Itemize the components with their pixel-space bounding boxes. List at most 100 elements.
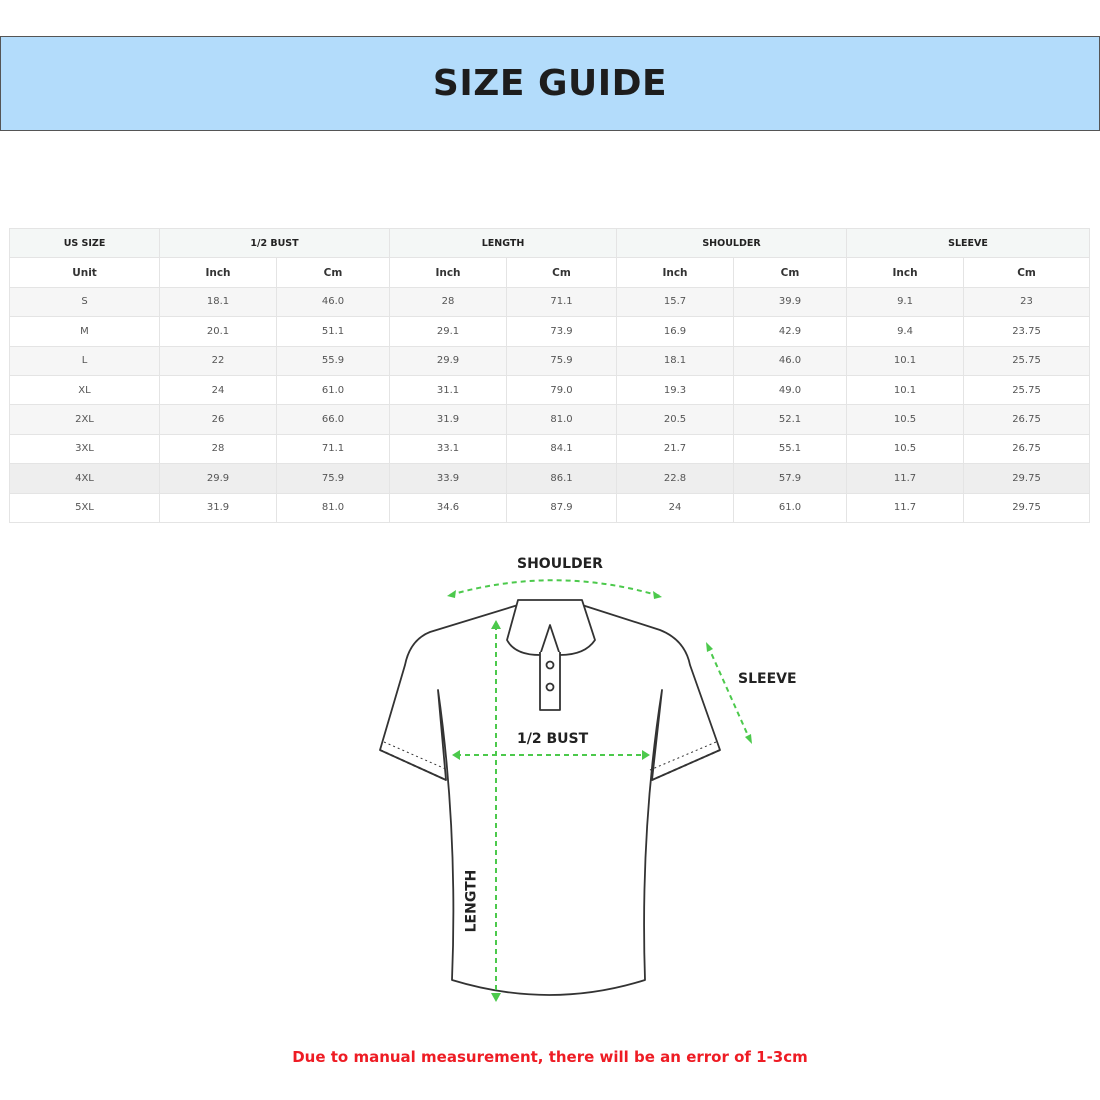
table-cell: 75.9 <box>276 463 390 494</box>
table-cell: 19.3 <box>616 374 734 406</box>
shirt-diagram <box>379 579 752 1002</box>
unit-header: Inch <box>159 257 277 288</box>
unit-header: Unit <box>9 257 160 288</box>
table-cell: 57.9 <box>732 463 848 494</box>
table-cell: 9.4 <box>846 316 965 347</box>
group-header: 1/2 BUST <box>159 227 390 259</box>
table-row: L 22 55.9 29.9 75.9 18.1 46.0 10.1 25.75 <box>9 345 1091 376</box>
table-row: 3XL 28 71.1 33.1 84.1 21.7 55.1 10.5 26.75 <box>9 433 1091 465</box>
table-cell: 29.1 <box>389 316 507 347</box>
table-cell: 29.9 <box>389 345 507 376</box>
table-cell: 31.9 <box>389 404 507 435</box>
table-cell: 39.9 <box>732 286 848 318</box>
table-cell: 29.9 <box>159 463 277 494</box>
unit-header: Cm <box>732 257 848 288</box>
table-cell: 26.75 <box>963 404 1091 435</box>
table-row: 4XL 29.9 75.9 33.9 86.1 22.8 57.9 11.7 29.75 <box>9 463 1091 494</box>
table-cell: 20.5 <box>616 404 734 435</box>
table-cell: 25.75 <box>963 374 1091 406</box>
group-header: SLEEVE <box>846 227 1091 259</box>
table-cell: 75.9 <box>506 345 617 376</box>
title-banner: SIZE GUIDE <box>0 36 1100 131</box>
table-cell: 5XL <box>9 492 160 523</box>
table-cell: 87.9 <box>506 492 617 523</box>
table-cell: 34.6 <box>389 492 507 523</box>
sleeve-label: SLEEVE <box>738 671 797 687</box>
table-cell: 81.0 <box>276 492 390 523</box>
group-header: SHOULDER <box>615 227 848 259</box>
table-cell: 86.1 <box>506 463 617 494</box>
table-cell: 10.5 <box>846 404 965 435</box>
table-cell: L <box>9 345 160 376</box>
table-cell: 23.75 <box>963 316 1091 347</box>
table-cell: 10.1 <box>846 345 965 376</box>
table-cell: XL <box>9 374 160 406</box>
size-table: US SIZE 1/2 BUST LENGTH SHOULDER SLEEVE Unit I… <box>9 227 1091 523</box>
table-row: 5XL 31.9 81.0 34.6 87.9 24 61.0 11.7 29.75 <box>9 492 1091 523</box>
unit-header: Inch <box>846 257 965 288</box>
table-row: 2XL 26 66.0 31.9 81.0 20.5 52.1 10.5 26.75 <box>9 404 1091 435</box>
measurement-note: Due to manual measurement, there will be… <box>292 1048 808 1066</box>
table-cell: 20.1 <box>159 316 277 347</box>
table-cell: 61.0 <box>732 492 848 523</box>
unit-header-row: Unit Inch Cm Inch Cm Inch Cm Inch Cm <box>9 257 1091 288</box>
table-cell: 3XL <box>9 433 160 465</box>
table-row: S 18.1 46.0 28 71.1 15.7 39.9 9.1 23 <box>9 286 1091 318</box>
table-cell: 11.7 <box>846 492 965 523</box>
shirt-outline <box>379 599 721 996</box>
group-header: LENGTH <box>389 227 617 259</box>
table-cell: 24 <box>159 374 277 406</box>
table-cell: 29.75 <box>963 492 1091 523</box>
table-cell: 4XL <box>9 463 160 494</box>
table-cell: 10.1 <box>846 374 965 406</box>
sleeve-arrow <box>707 645 751 741</box>
table-row: M 20.1 51.1 29.1 73.9 16.9 42.9 9.4 23.75 <box>9 316 1091 347</box>
measurement-arrows <box>449 579 751 998</box>
page-title: SIZE GUIDE <box>432 63 668 104</box>
unit-header: Cm <box>506 257 617 288</box>
table-cell: 15.7 <box>616 286 734 318</box>
table-cell: 23 <box>963 286 1091 318</box>
table-cell: 28 <box>389 286 507 318</box>
shoulder-label: SHOULDER <box>517 556 603 572</box>
unit-header: Cm <box>276 257 390 288</box>
table-cell: 66.0 <box>276 404 390 435</box>
table-cell: 22.8 <box>616 463 734 494</box>
group-header: US SIZE <box>9 227 160 259</box>
table-cell: 71.1 <box>276 433 390 465</box>
table-cell: 25.75 <box>963 345 1091 376</box>
unit-header: Cm <box>963 257 1091 288</box>
table-cell: 46.0 <box>732 345 848 376</box>
table-cell: 31.9 <box>159 492 277 523</box>
table-cell: 21.7 <box>616 433 734 465</box>
table-cell: 16.9 <box>616 316 734 347</box>
table-cell: 71.1 <box>506 286 617 318</box>
table-cell: 81.0 <box>506 404 617 435</box>
table-cell: 9.1 <box>846 286 965 318</box>
table-cell: 51.1 <box>276 316 390 347</box>
table-cell: S <box>9 286 160 318</box>
table-cell: M <box>9 316 160 347</box>
table-row: XL 24 61.0 31.1 79.0 19.3 49.0 10.1 25.75 <box>9 374 1091 406</box>
table-cell: 55.1 <box>732 433 848 465</box>
table-cell: 2XL <box>9 404 160 435</box>
bust-label: 1/2 BUST <box>517 731 589 747</box>
table-cell: 26.75 <box>963 433 1091 465</box>
table-cell: 28 <box>159 433 277 465</box>
table-cell: 33.1 <box>389 433 507 465</box>
group-header-row: US SIZE 1/2 BUST LENGTH SHOULDER SLEEVE <box>9 227 1091 259</box>
table-cell: 18.1 <box>159 286 277 318</box>
table-cell: 46.0 <box>276 286 390 318</box>
table-cell: 26 <box>159 404 277 435</box>
table-cell: 11.7 <box>846 463 965 494</box>
arrowheads <box>447 590 752 1002</box>
table-cell: 33.9 <box>389 463 507 494</box>
length-label: LENGTH <box>463 869 480 933</box>
unit-header: Inch <box>389 257 507 288</box>
table-cell: 22 <box>159 345 277 376</box>
table-cell: 29.75 <box>963 463 1091 494</box>
table-cell: 52.1 <box>732 404 848 435</box>
table-cell: 42.9 <box>732 316 848 347</box>
table-cell: 49.0 <box>732 374 848 406</box>
table-cell: 31.1 <box>389 374 507 406</box>
